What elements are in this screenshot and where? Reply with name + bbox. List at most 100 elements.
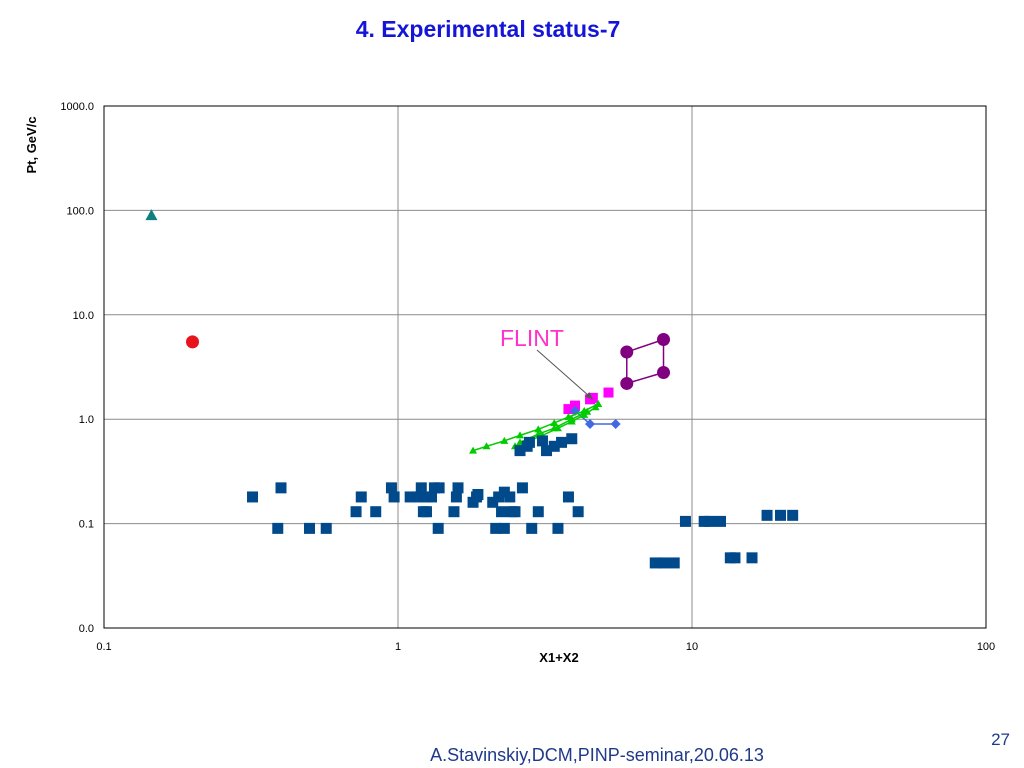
grid-layer: [104, 106, 986, 628]
navy-squares-point: [704, 515, 716, 527]
y-tick-label: 100.0: [66, 205, 94, 217]
navy-squares-point: [536, 435, 548, 447]
annotation-layer: FLINT: [500, 325, 594, 400]
navy-squares-point: [775, 509, 787, 521]
navy-squares-point: [532, 506, 544, 518]
navy-squares-point: [272, 522, 284, 534]
navy-squares-point: [404, 491, 416, 503]
navy-squares-point: [433, 482, 445, 494]
green-line-1-point: [516, 431, 525, 439]
navy-squares-point: [247, 491, 259, 503]
navy-squares-point: [746, 552, 758, 564]
flint-squares-point: [603, 387, 614, 398]
purple-box-point: [620, 376, 634, 390]
navy-squares-point: [516, 482, 528, 494]
navy-squares-point: [420, 506, 432, 518]
navy-squares-point: [385, 482, 397, 494]
green-line-3-point: [534, 430, 543, 438]
navy-squares-point: [320, 522, 332, 534]
navy-squares-point: [498, 522, 510, 534]
navy-squares-point: [526, 522, 538, 534]
purple-box-point: [620, 345, 634, 359]
flint-arrow-line: [536, 349, 594, 400]
green-line-3-point: [567, 415, 576, 423]
plot-frame: [103, 105, 987, 629]
green-line-1-point: [500, 436, 509, 444]
x-tick-label: 0.1: [96, 641, 111, 653]
navy-squares-point: [425, 491, 437, 503]
navy-squares-point: [556, 436, 568, 448]
navy-squares-point: [450, 491, 462, 503]
purple-box-line: [626, 338, 665, 385]
navy-squares-point: [509, 506, 521, 518]
navy-squares-point: [350, 506, 362, 518]
green-line-1-point: [534, 425, 543, 433]
flint-arrow-head: [585, 392, 593, 400]
navy-squares-point: [541, 445, 553, 457]
navy-squares-point: [658, 557, 670, 569]
triangle-point-point: [145, 209, 158, 221]
series-layer: [145, 209, 799, 569]
navy-squares-point: [548, 440, 560, 452]
green-line-2-point: [591, 403, 600, 411]
navy-squares-point: [487, 496, 499, 508]
x-tick-label: 1: [395, 641, 401, 653]
x-tick-label: 100: [977, 641, 995, 653]
y-tick-label: 0.0: [79, 623, 94, 635]
navy-squares-point: [562, 491, 574, 503]
green-line-1-point: [469, 446, 478, 454]
navy-squares-point: [412, 491, 424, 503]
navy-squares-point: [303, 522, 315, 534]
flint-squares-point: [563, 404, 574, 415]
y-tick-label: 1.0: [79, 414, 94, 426]
navy-squares-point: [432, 522, 444, 534]
navy-squares-point: [388, 491, 400, 503]
navy-squares-point: [452, 482, 464, 494]
navy-squares-point: [275, 482, 287, 494]
blue-diamonds-point: [585, 418, 596, 429]
navy-squares-point: [698, 515, 710, 527]
navy-squares-point: [355, 491, 367, 503]
green-line-3-point: [583, 407, 592, 415]
navy-squares-point: [448, 506, 460, 518]
navy-squares-point: [490, 522, 502, 534]
navy-squares-point: [493, 491, 505, 503]
navy-squares-point: [649, 557, 661, 569]
navy-squares-point: [787, 509, 799, 521]
slide-title: 4. Experimental status-7: [355, 16, 621, 42]
navy-squares-point: [472, 488, 484, 500]
green-line-1-point: [482, 442, 491, 450]
navy-squares-point: [514, 445, 526, 457]
navy-squares-point: [552, 522, 564, 534]
navy-squares-point: [504, 491, 516, 503]
y-tick-label: 10.0: [73, 310, 94, 322]
navy-squares-point: [566, 433, 578, 445]
green-line-3-point: [550, 424, 559, 432]
flint-squares-point: [587, 392, 598, 403]
navy-squares-point: [572, 506, 584, 518]
flint-annotation-label: FLINT: [500, 325, 564, 351]
x-axis-label: X1+X2: [539, 650, 578, 665]
navy-squares-point: [679, 515, 691, 527]
circle-point-point: [186, 335, 200, 349]
navy-squares-point: [761, 509, 773, 521]
x-tick-label: 10: [686, 641, 698, 653]
footer-credit: A.Stavinskiy,DCM,PINP-seminar,20.06.13: [430, 745, 764, 765]
page-number: 27: [991, 730, 1010, 749]
green-line-1-point: [550, 418, 559, 426]
y-axis-label: Pt, GeV/c: [24, 116, 39, 173]
y-tick-label: 0.1: [79, 519, 94, 531]
navy-squares-point: [496, 506, 508, 518]
purple-box-point: [657, 366, 671, 380]
flint-squares-point: [570, 400, 581, 411]
navy-squares-point: [729, 552, 741, 564]
purple-box-point: [657, 332, 671, 346]
navy-squares-point: [714, 515, 726, 527]
navy-squares-point: [415, 482, 427, 494]
navy-squares-point: [668, 557, 680, 569]
navy-squares-point: [370, 506, 382, 518]
y-tick-label: 1000.0: [60, 101, 94, 113]
blue-diamonds-point: [610, 418, 621, 429]
